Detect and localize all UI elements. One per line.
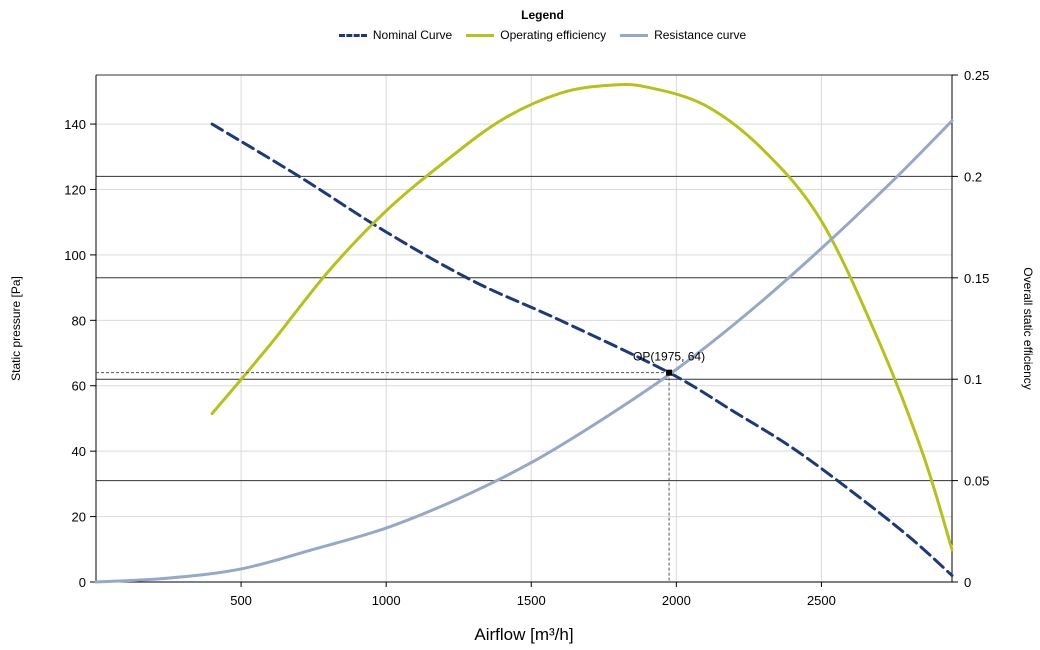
legend-swatch (338, 33, 367, 37)
legend-item: Operating efficiency (466, 28, 606, 42)
y-axis-title: Static pressure [Pa] (9, 276, 23, 381)
y2-tick-label: 0.15 (964, 271, 989, 286)
y2-tick-label: 0.2 (964, 169, 982, 184)
x-tick-label: 2000 (662, 593, 691, 608)
op-marker (666, 369, 673, 376)
y-tick-label: 80 (72, 313, 86, 328)
y-tick-label: 20 (72, 510, 86, 525)
y-tick-label: 140 (64, 117, 86, 132)
y2-axis-title: Overall static efficiency (1021, 267, 1035, 390)
series-nominal-curve (210, 122, 954, 577)
legend-swatch (466, 33, 495, 37)
x-tick-label: 1000 (372, 593, 401, 608)
y2-tick-label: 0.05 (964, 474, 989, 489)
series-operating-efficiency (210, 82, 954, 552)
series-resistance-curve (94, 119, 954, 584)
legend-item: Nominal Curve (338, 28, 453, 42)
legend-label: Nominal Curve (372, 28, 453, 42)
y2-tick-label: 0.1 (964, 372, 982, 387)
x-tick-label: 500 (230, 593, 252, 608)
legend-label: Resistance curve (654, 28, 747, 42)
x-tick-label: 1500 (517, 593, 546, 608)
y2-tick-label: 0 (964, 575, 971, 590)
legend-swatch (620, 33, 649, 37)
legend-label: Operating efficiency (500, 28, 607, 42)
y-tick-label: 0 (79, 575, 86, 590)
y-tick-label: 60 (72, 379, 86, 394)
y-tick-label: 40 (72, 444, 86, 459)
legend-items: Nominal Curve Operating efficiency Resista… (45, 28, 1040, 42)
op-label: OP(1975, 64) (633, 350, 705, 364)
legend-item: Resistance curve (620, 28, 746, 42)
x-axis-title: Airflow [m³/h] (474, 625, 573, 644)
y-tick-label: 100 (64, 248, 86, 263)
x-tick-label: 2500 (807, 593, 836, 608)
y-tick-label: 120 (64, 182, 86, 197)
y2-tick-label: 0.25 (964, 68, 989, 83)
legend: Legend Nominal Curve Operating efficiency… (0, 8, 1040, 42)
legend-title: Legend (521, 8, 564, 22)
